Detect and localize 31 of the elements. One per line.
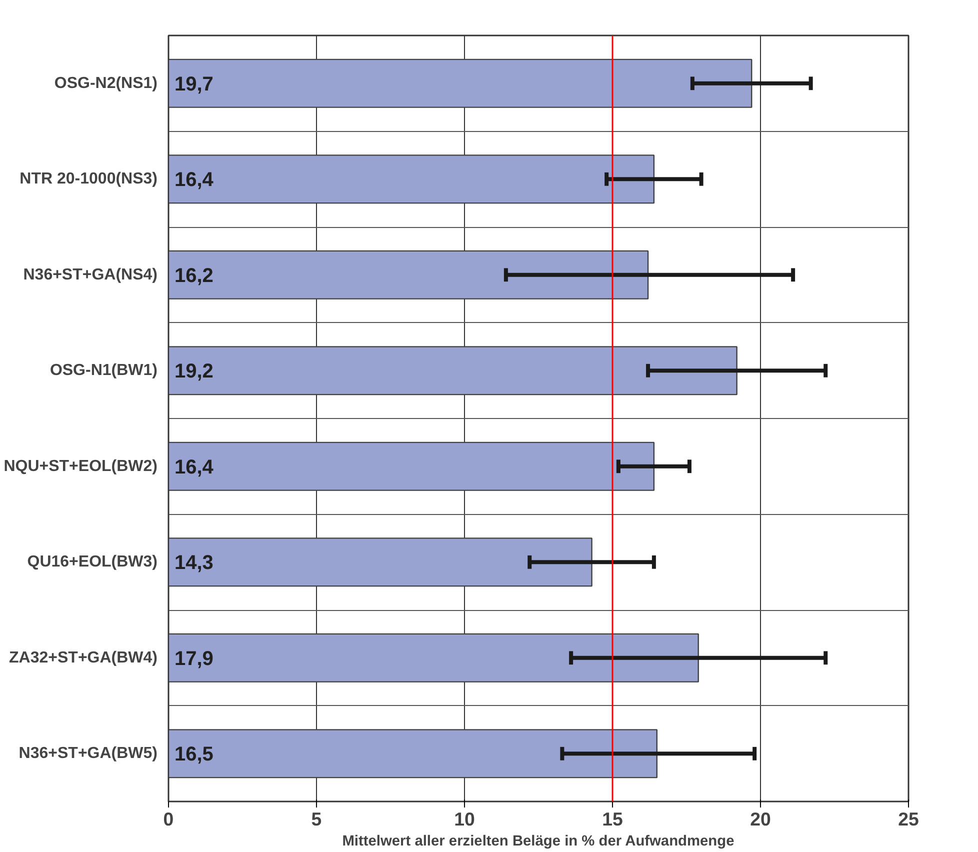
- bar: [168, 154, 655, 204]
- y-tick-label: NTR 20-1000(NS3): [20, 170, 158, 188]
- data-label: 16,4: [174, 169, 214, 192]
- data-label: 19,2: [174, 360, 214, 383]
- data-label: 17,9: [174, 648, 214, 670]
- y-tick-label: OSG-N2(NS1): [54, 74, 158, 92]
- data-label: 14,3: [174, 552, 214, 574]
- data-label: 16,4: [174, 456, 214, 478]
- data-label: 19,7: [174, 73, 214, 96]
- y-tick-label: ZA32+ST+GA(BW4): [9, 649, 158, 666]
- x-tick-label: 10: [454, 808, 475, 830]
- x-tick-label: 25: [898, 808, 919, 830]
- x-tick-label: 0: [163, 808, 174, 830]
- data-label: 16,5: [174, 744, 214, 766]
- bar: [168, 442, 655, 491]
- y-tick-label: N36+ST+GA(BW5): [18, 745, 158, 762]
- x-tick-label: 5: [311, 808, 322, 830]
- y-tick-label: QU16+EOL(BW3): [27, 554, 158, 571]
- bar: [168, 58, 752, 108]
- y-tick-label: N36+ST+GA(NS4): [23, 266, 158, 284]
- y-tick-label: NQU+ST+EOL(BW2): [4, 458, 158, 475]
- bar: [168, 633, 699, 682]
- bar: [168, 538, 592, 587]
- y-tick-label: OSG-N1(BW1): [50, 362, 158, 380]
- bar: [168, 729, 658, 778]
- x-tick-label: 15: [602, 808, 623, 830]
- bar: [168, 346, 738, 396]
- x-axis-title: Mittelwert aller erzielten Beläge in % der Aufwandmenge: [342, 834, 734, 850]
- data-label: 16,2: [174, 264, 214, 287]
- bar: [168, 250, 649, 300]
- x-tick-label: 20: [750, 808, 771, 830]
